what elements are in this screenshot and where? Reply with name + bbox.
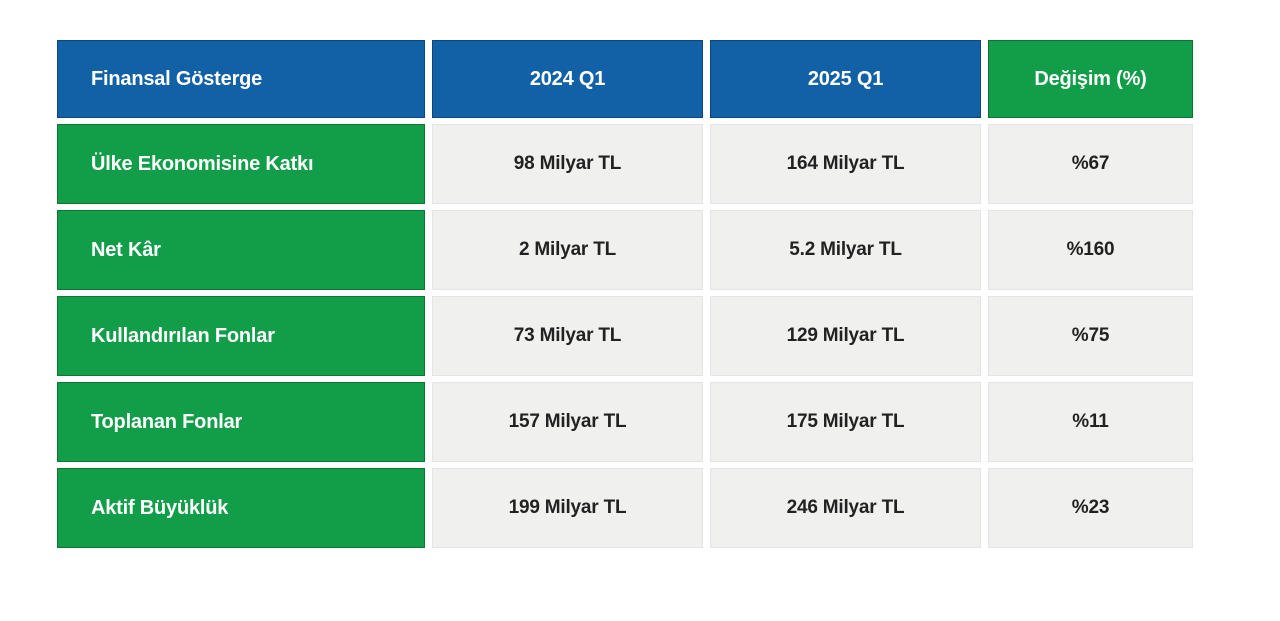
row-label-aktif-buyukluk: Aktif Büyüklük xyxy=(57,468,425,548)
row-label-kullandirilan-fonlar: Kullandırılan Fonlar xyxy=(57,296,425,376)
value-2025q1: 164 Milyar TL xyxy=(710,124,981,204)
column-header-2024-q1: 2024 Q1 xyxy=(432,40,703,118)
value-2025q1: 246 Milyar TL xyxy=(710,468,981,548)
value-2024q1: 199 Milyar TL xyxy=(432,468,703,548)
row-label-net-kar: Net Kâr xyxy=(57,210,425,290)
value-change: %75 xyxy=(988,296,1193,376)
value-2024q1: 2 Milyar TL xyxy=(432,210,703,290)
column-header-finansal-gosterge: Finansal Gösterge xyxy=(57,40,425,118)
column-header-degisim: Değişim (%) xyxy=(988,40,1193,118)
value-change: %160 xyxy=(988,210,1193,290)
value-change: %11 xyxy=(988,382,1193,462)
value-2024q1: 157 Milyar TL xyxy=(432,382,703,462)
financial-indicators-table: Finansal Gösterge 2024 Q1 2025 Q1 Değişi… xyxy=(57,40,1193,548)
value-2025q1: 5.2 Milyar TL xyxy=(710,210,981,290)
value-change: %67 xyxy=(988,124,1193,204)
value-2025q1: 129 Milyar TL xyxy=(710,296,981,376)
value-change: %23 xyxy=(988,468,1193,548)
value-2025q1: 175 Milyar TL xyxy=(710,382,981,462)
row-label-toplanan-fonlar: Toplanan Fonlar xyxy=(57,382,425,462)
column-header-2025-q1: 2025 Q1 xyxy=(710,40,981,118)
row-label-ulke-ekonomisine-katki: Ülke Ekonomisine Katkı xyxy=(57,124,425,204)
value-2024q1: 73 Milyar TL xyxy=(432,296,703,376)
value-2024q1: 98 Milyar TL xyxy=(432,124,703,204)
